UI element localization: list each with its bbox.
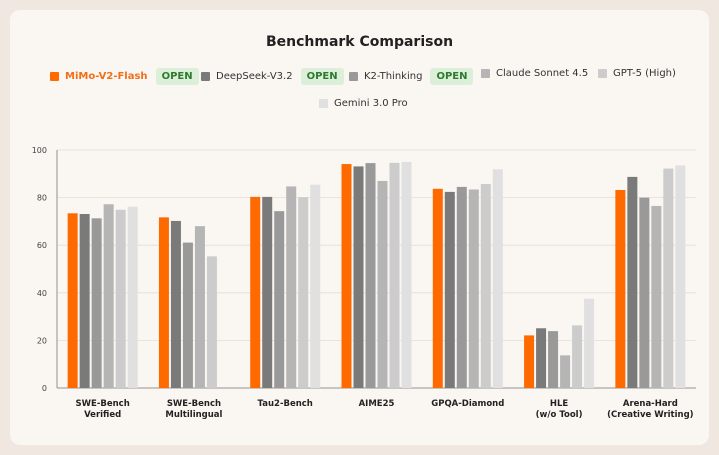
bar-4-6 [663, 168, 674, 388]
bar-2-3 [365, 163, 376, 388]
x-category-label: Verified [84, 410, 121, 420]
legend-item-4: GPT-5 (High) [598, 68, 676, 79]
bar-4-1 [206, 256, 217, 388]
legend-item-5: Gemini 3.0 Pro [319, 98, 408, 109]
x-category-label: SWE-Bench [76, 399, 130, 409]
bar-1-0 [79, 214, 90, 388]
bar-0-6 [615, 189, 626, 388]
x-category-label: Multilingual [165, 410, 222, 420]
bar-3-0 [103, 204, 114, 388]
legend-swatch [50, 72, 59, 81]
x-category-label: (w/o Tool) [536, 410, 583, 420]
legend-swatch [349, 72, 358, 81]
chart-title: Benchmark Comparison [265, 34, 454, 50]
y-tick-label: 60 [37, 241, 47, 250]
bar-0-4 [432, 188, 443, 388]
bar-4-0 [115, 209, 126, 388]
bar-4-5 [572, 325, 583, 388]
bar-1-3 [353, 166, 364, 388]
bar-3-1 [194, 226, 205, 388]
bar-3-6 [651, 205, 662, 388]
y-tick-label: 40 [37, 289, 47, 298]
bar-4-3 [389, 162, 400, 388]
bar-5-4 [492, 169, 503, 388]
bar-3-3 [377, 180, 388, 388]
legend-item-3: Claude Sonnet 4.5 [481, 68, 588, 79]
legend-label: K2-Thinking [364, 71, 423, 82]
bar-3-2 [286, 186, 297, 388]
open-badge: OPEN [155, 68, 199, 85]
bar-2-4 [456, 186, 467, 388]
bar-4-2 [298, 197, 309, 388]
y-tick-label: 0 [42, 384, 47, 393]
bar-2-2 [274, 211, 285, 388]
bar-1-6 [627, 176, 638, 388]
legend-swatch [201, 72, 210, 81]
bar-0-5 [524, 335, 535, 388]
legend-item-2: K2-Thinking OPEN [349, 68, 474, 85]
x-category-label: (Creative Writing) [607, 410, 694, 420]
bar-2-1 [182, 242, 193, 388]
bar-5-3 [401, 161, 412, 388]
bar-5-2 [310, 184, 321, 388]
legend-label: DeepSeek-V3.2 [216, 71, 293, 82]
bar-1-2 [262, 196, 273, 388]
bar-1-4 [444, 191, 455, 388]
bar-1-5 [536, 328, 547, 388]
bar-5-6 [675, 165, 686, 388]
bar-1-1 [170, 220, 181, 388]
bar-2-0 [91, 218, 102, 388]
x-category-label: HLE [550, 399, 569, 409]
bar-0-3 [341, 164, 352, 388]
bar-3-4 [468, 189, 479, 388]
bar-5-5 [584, 298, 595, 388]
x-category-label: GPQA-Diamond [431, 399, 504, 409]
legend-swatch [598, 69, 607, 78]
bar-3-5 [560, 355, 571, 388]
y-tick-label: 80 [37, 194, 47, 203]
legend-label: Claude Sonnet 4.5 [496, 68, 589, 79]
bar-2-6 [639, 197, 650, 388]
x-category-label: Arena-Hard [623, 399, 678, 409]
x-category-label: AIME25 [359, 399, 395, 409]
x-category-label: Tau2-Bench [258, 399, 313, 409]
legend-swatch [319, 99, 328, 108]
legend-item-1: DeepSeek-V3.2 OPEN [201, 68, 344, 85]
open-badge: OPEN [430, 68, 474, 85]
legend-swatch [481, 69, 490, 78]
bar-0-1 [158, 217, 169, 388]
legend-item-0: MiMo-V2-Flash OPEN [50, 68, 199, 85]
bar-0-0 [67, 213, 78, 388]
legend-label: MiMo-V2-Flash [65, 71, 148, 82]
y-tick-label: 100 [32, 146, 47, 155]
x-category-label: SWE-Bench [167, 399, 221, 409]
legend-label: Gemini 3.0 Pro [334, 98, 408, 109]
y-tick-label: 20 [37, 336, 47, 345]
bar-2-5 [548, 331, 559, 388]
open-badge: OPEN [300, 68, 344, 85]
legend-label: GPT-5 (High) [613, 68, 676, 79]
bar-4-4 [480, 184, 491, 388]
bar-0-2 [250, 196, 261, 388]
bar-5-0 [127, 206, 138, 388]
